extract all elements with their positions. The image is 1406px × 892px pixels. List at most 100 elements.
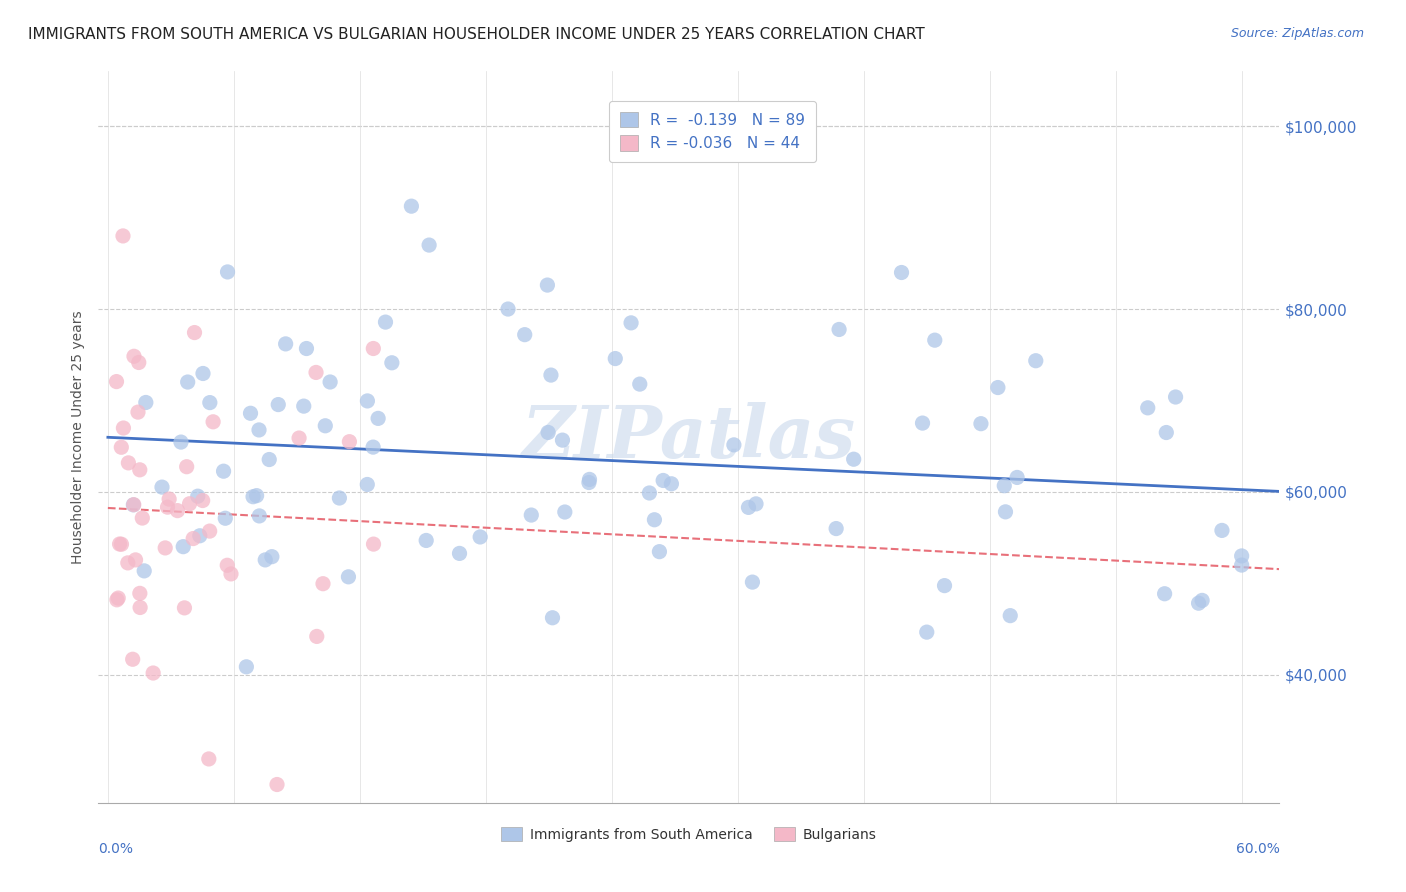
Point [122, 349, 145, 363]
Point [541, 611, 564, 625]
Point [314, 418, 336, 433]
Point [620, 316, 643, 330]
Point [267, 398, 290, 412]
Point [381, 356, 404, 370]
Point [172, 540, 194, 554]
Point [449, 546, 471, 560]
Point [121, 652, 143, 666]
Point [254, 553, 277, 567]
Point [198, 752, 221, 766]
Point [122, 498, 145, 512]
Point [1164, 390, 1187, 404]
Point [337, 570, 360, 584]
Point [257, 452, 280, 467]
Point [214, 511, 236, 525]
Point [842, 452, 865, 467]
Point [578, 472, 600, 486]
Point [142, 666, 165, 681]
Point [176, 459, 198, 474]
Point [652, 474, 675, 488]
Point [1187, 596, 1209, 610]
Point [1230, 558, 1253, 573]
Point [166, 503, 188, 517]
Point [1153, 587, 1175, 601]
Point [828, 322, 851, 336]
Point [179, 497, 201, 511]
Point [661, 476, 683, 491]
Point [605, 351, 627, 366]
Point [551, 433, 574, 447]
Point [217, 265, 239, 279]
Point [181, 532, 204, 546]
Point [292, 399, 315, 413]
Point [124, 553, 146, 567]
Point [129, 600, 152, 615]
Point [127, 405, 149, 419]
Point [536, 278, 558, 293]
Point [247, 423, 270, 437]
Point [1000, 608, 1022, 623]
Point [105, 375, 128, 389]
Point [924, 333, 946, 347]
Point [176, 375, 198, 389]
Point [128, 463, 150, 477]
Point [295, 342, 318, 356]
Point [737, 500, 759, 515]
Point [108, 537, 131, 551]
Point [374, 315, 396, 329]
Point [305, 629, 328, 643]
Point [987, 380, 1010, 394]
Point [111, 228, 134, 243]
Point [1230, 549, 1253, 563]
Point [217, 558, 239, 573]
Point [363, 537, 385, 551]
Point [128, 355, 150, 369]
Point [312, 576, 335, 591]
Point [183, 326, 205, 340]
Legend: Immigrants from South America, Bulgarians: Immigrants from South America, Bulgarian… [495, 822, 883, 847]
Text: ZIPatlas: ZIPatlas [522, 401, 856, 473]
Point [578, 475, 600, 490]
Point [361, 440, 384, 454]
Point [356, 477, 378, 491]
Point [643, 513, 665, 527]
Point [638, 486, 661, 500]
Point [219, 566, 242, 581]
Point [1005, 470, 1028, 484]
Point [319, 375, 342, 389]
Point [155, 541, 177, 555]
Point [170, 435, 193, 450]
Y-axis label: Householder Income Under 25 years: Householder Income Under 25 years [70, 310, 84, 564]
Point [328, 491, 350, 505]
Text: 60.0%: 60.0% [1236, 842, 1279, 855]
Point [890, 265, 912, 279]
Point [540, 368, 562, 382]
Point [134, 564, 156, 578]
Point [537, 425, 560, 440]
Point [157, 492, 180, 507]
Point [356, 393, 378, 408]
Point [198, 524, 221, 538]
Point [825, 522, 848, 536]
Point [970, 417, 993, 431]
Point [1156, 425, 1178, 440]
Point [135, 395, 157, 409]
Point [648, 544, 671, 558]
Point [112, 421, 135, 435]
Point [212, 464, 235, 478]
Text: 0.0%: 0.0% [98, 842, 134, 855]
Point [235, 660, 257, 674]
Point [520, 508, 543, 522]
Point [117, 456, 139, 470]
Point [1191, 593, 1213, 607]
Point [934, 579, 956, 593]
Point [110, 537, 132, 551]
Point [513, 327, 536, 342]
Point [418, 238, 440, 252]
Point [266, 777, 288, 792]
Point [305, 366, 328, 380]
Point [156, 500, 179, 515]
Point [496, 301, 519, 316]
Point [191, 367, 214, 381]
Point [128, 586, 150, 600]
